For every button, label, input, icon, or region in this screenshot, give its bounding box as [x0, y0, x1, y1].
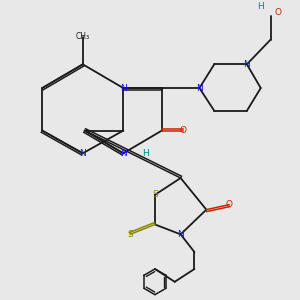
Text: N: N	[120, 83, 127, 92]
Text: N: N	[80, 149, 86, 158]
Text: S: S	[152, 190, 158, 199]
Text: O: O	[179, 126, 186, 135]
Text: N: N	[120, 149, 127, 158]
Text: N: N	[244, 60, 250, 69]
Text: H: H	[257, 2, 264, 11]
Text: N: N	[196, 83, 203, 92]
Text: CH₃: CH₃	[76, 32, 90, 41]
Text: S: S	[128, 230, 133, 239]
Text: O: O	[274, 8, 281, 17]
Text: H: H	[142, 149, 148, 158]
Text: O: O	[226, 200, 232, 209]
Text: N: N	[177, 230, 184, 239]
